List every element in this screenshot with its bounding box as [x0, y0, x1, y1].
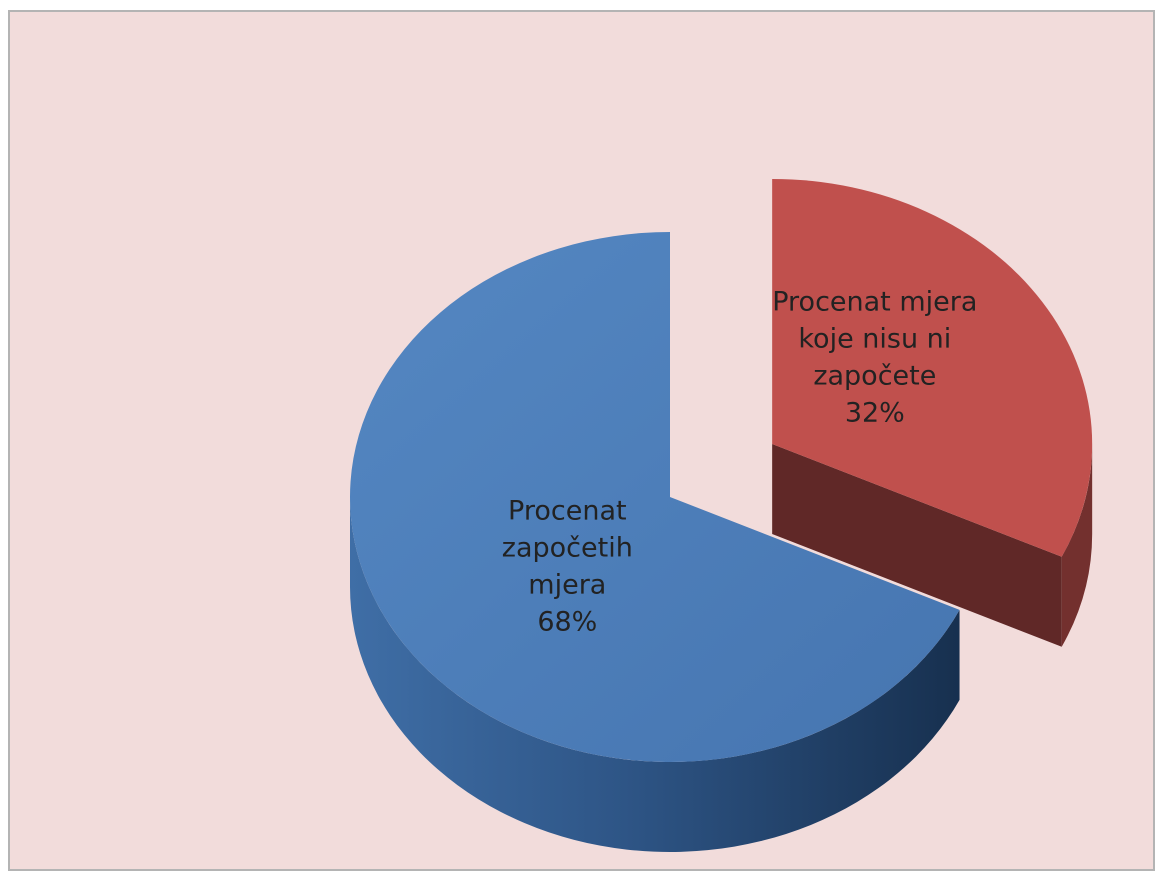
slice-0-label-line-3: 32% [845, 397, 905, 428]
pie-chart: Procenat mjera koje nisu ni započete 32% Pro… [10, 12, 1153, 869]
chart-area: Procenat mjera koje nisu ni započete 32% Pro… [8, 10, 1155, 871]
slice-0-top [772, 178, 1093, 557]
slice-1-label-line-1: započetih [502, 533, 633, 564]
slice-1-top [350, 232, 960, 762]
slice-0-rim [1061, 443, 1093, 647]
slice-1-label-line-3: 68% [537, 607, 597, 638]
slice-0-wall-1 [772, 443, 1062, 647]
slice-0-label-line-1: koje nisu ni [798, 323, 951, 354]
slice-1-label-line-2: mjera [528, 570, 606, 601]
slice-0-label-line-0: Procenat mjera [772, 286, 977, 317]
slice-0-label-line-2: započete [813, 360, 936, 391]
slice-1-label-line-0: Procenat [508, 496, 627, 527]
slice-1-rim [350, 497, 960, 852]
